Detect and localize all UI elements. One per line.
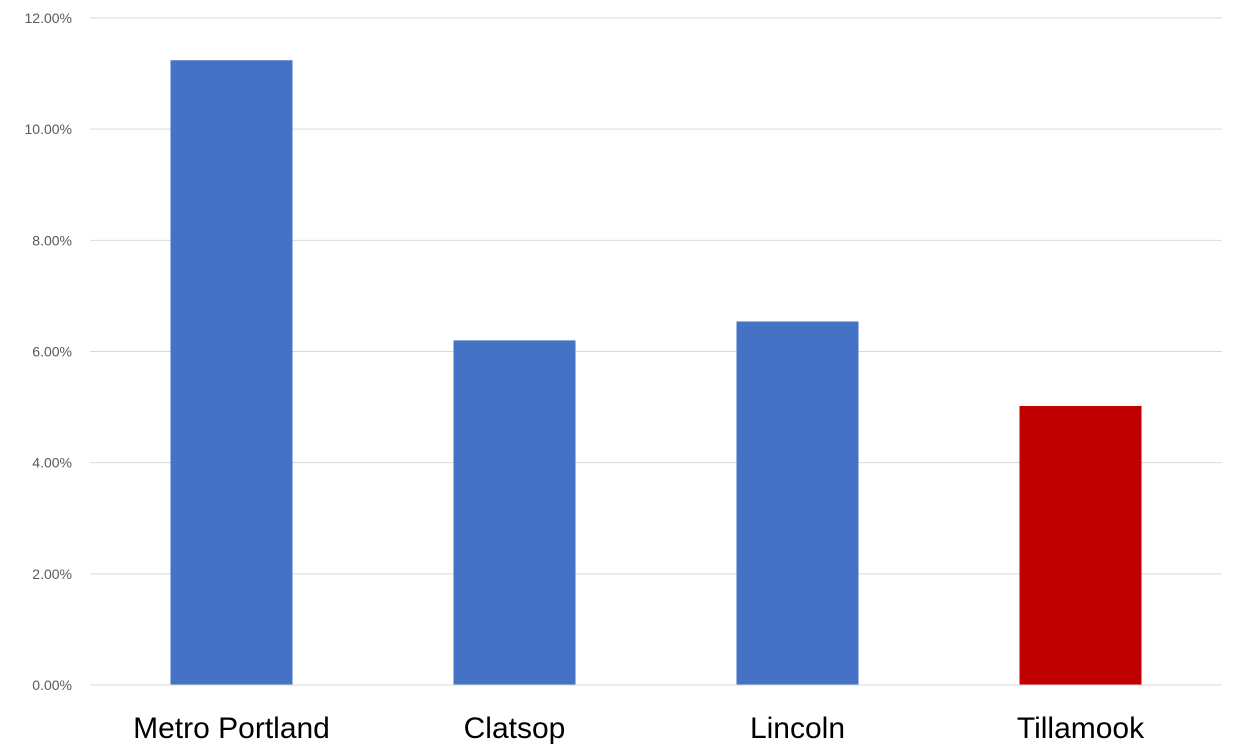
y-tick-label: 8.00% xyxy=(32,232,72,248)
y-tick-label: 2.00% xyxy=(32,566,72,582)
y-tick-label: 10.00% xyxy=(25,121,72,137)
bar-clatsop xyxy=(454,340,576,685)
bar-metro-portland xyxy=(171,60,293,685)
bar-tillamook xyxy=(1020,406,1142,685)
x-category-label: Tillamook xyxy=(1017,712,1145,745)
x-category-label: Lincoln xyxy=(750,712,845,745)
y-axis-tick-labels: 0.00% 2.00% 4.00% 6.00% 8.00% 10.00% 12.00% xyxy=(25,10,72,693)
y-tick-label: 0.00% xyxy=(32,677,72,693)
x-category-label: Clatsop xyxy=(464,712,566,745)
x-category-label: Metro Portland xyxy=(133,712,330,745)
y-tick-label: 6.00% xyxy=(32,344,72,360)
y-tick-label: 4.00% xyxy=(32,455,72,471)
x-axis-category-labels: Metro Portland Clatsop Lincoln Tillamook xyxy=(133,712,1145,745)
bars xyxy=(171,60,1142,685)
y-tick-label: 12.00% xyxy=(25,10,72,26)
bar-lincoln xyxy=(737,321,859,685)
